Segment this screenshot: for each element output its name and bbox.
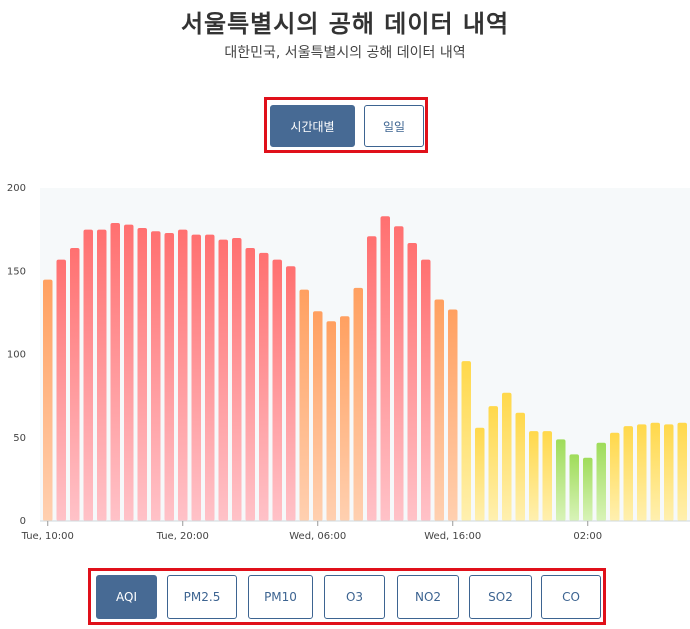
aqi-bar[interactable] <box>529 431 539 521</box>
aqi-bar[interactable] <box>299 289 310 521</box>
aqi-bar[interactable] <box>380 216 391 521</box>
tab-aqi[interactable]: AQI <box>96 575 157 619</box>
tab-no2[interactable]: NO2 <box>397 575 459 619</box>
aqi-bar[interactable] <box>637 424 647 521</box>
aqi-bar[interactable] <box>205 234 215 521</box>
page-subtitle: 대한민국, 서울특별시의 공해 데이터 내역 <box>224 45 466 61</box>
tab-so2[interactable]: SO2 <box>469 575 532 619</box>
aqi-bar[interactable] <box>232 237 242 521</box>
aqi-bar[interactable] <box>677 422 688 521</box>
aqi-bar[interactable] <box>151 231 161 521</box>
plot-area <box>40 188 690 521</box>
aqi-bar[interactable] <box>326 321 337 521</box>
aqi-bar[interactable] <box>623 426 634 521</box>
pollutant-tab-group: AQI PM2.5 PM10 O3 NO2 SO2 CO <box>88 568 606 625</box>
aqi-bar[interactable] <box>83 229 94 521</box>
aqi-bar[interactable] <box>556 439 566 521</box>
aqi-bar[interactable] <box>259 252 269 521</box>
aqi-bar[interactable] <box>218 239 229 522</box>
page-title: 서울특별시의 공해 데이터 내역 <box>180 10 510 38</box>
aqi-bar[interactable] <box>353 287 364 521</box>
aqi-bar[interactable] <box>448 309 458 521</box>
aqi-bar[interactable] <box>124 224 134 521</box>
aqi-bar[interactable] <box>542 431 553 521</box>
aqi-bar[interactable] <box>340 316 350 521</box>
aqi-bar[interactable] <box>475 427 485 521</box>
aqi-bar[interactable] <box>110 222 121 521</box>
aqi-bar[interactable] <box>394 226 404 522</box>
aqi-bar[interactable] <box>502 392 512 521</box>
aqi-bar[interactable] <box>650 422 661 521</box>
aqi-bar[interactable] <box>434 299 445 521</box>
aqi-bar[interactable] <box>56 259 67 521</box>
aqi-bar[interactable] <box>407 242 418 521</box>
aqi-bar[interactable] <box>583 457 593 521</box>
aqi-bar[interactable] <box>461 361 472 521</box>
y-tick-label: 0 <box>20 516 26 527</box>
aqi-bar[interactable] <box>137 227 148 521</box>
aqi-bar[interactable] <box>272 259 283 521</box>
aqi-bar-chart: 0 50 100 150 200 Tue, 10:00 Tue, 20:00 Wed, 06:… <box>7 183 690 542</box>
tab-pm25[interactable]: PM2.5 <box>167 575 237 619</box>
aqi-bar[interactable] <box>610 432 620 521</box>
x-tick-label: Wed, 06:00 <box>289 531 346 542</box>
aqi-bar[interactable] <box>97 229 107 521</box>
tab-hourly[interactable]: 시간대별 <box>270 105 355 147</box>
x-tick-label: Wed, 16:00 <box>424 531 481 542</box>
tab-pm10[interactable]: PM10 <box>248 575 313 619</box>
aqi-bar[interactable] <box>664 424 674 521</box>
aqi-bar[interactable] <box>515 412 526 521</box>
aqi-bar[interactable] <box>421 259 431 521</box>
y-tick-label: 50 <box>13 433 26 444</box>
aqi-bar[interactable] <box>596 442 607 521</box>
tab-o3[interactable]: O3 <box>324 575 385 619</box>
y-tick-label: 100 <box>7 350 26 361</box>
aqi-bar[interactable] <box>313 311 323 521</box>
aqi-bar[interactable] <box>164 232 175 521</box>
aqi-bar[interactable] <box>245 247 256 521</box>
aqi-bar[interactable] <box>488 406 499 521</box>
y-tick-label: 150 <box>7 266 26 277</box>
x-tick-label: Tue, 20:00 <box>156 531 209 542</box>
aqi-bar[interactable] <box>43 279 53 521</box>
aqi-bar[interactable] <box>286 266 296 521</box>
aqi-bar[interactable] <box>569 454 580 521</box>
aqi-bar[interactable] <box>70 247 80 521</box>
tab-daily[interactable]: 일일 <box>364 105 424 147</box>
x-tick-label: Tue, 10:00 <box>21 531 74 542</box>
y-tick-label: 200 <box>7 183 26 194</box>
x-tick-label: 02:00 <box>573 531 602 542</box>
aqi-bar[interactable] <box>191 234 202 521</box>
aqi-bar[interactable] <box>367 236 377 521</box>
tab-co[interactable]: CO <box>541 575 601 619</box>
aqi-bar[interactable] <box>178 229 188 521</box>
period-tab-group: 시간대별 일일 <box>264 97 428 153</box>
